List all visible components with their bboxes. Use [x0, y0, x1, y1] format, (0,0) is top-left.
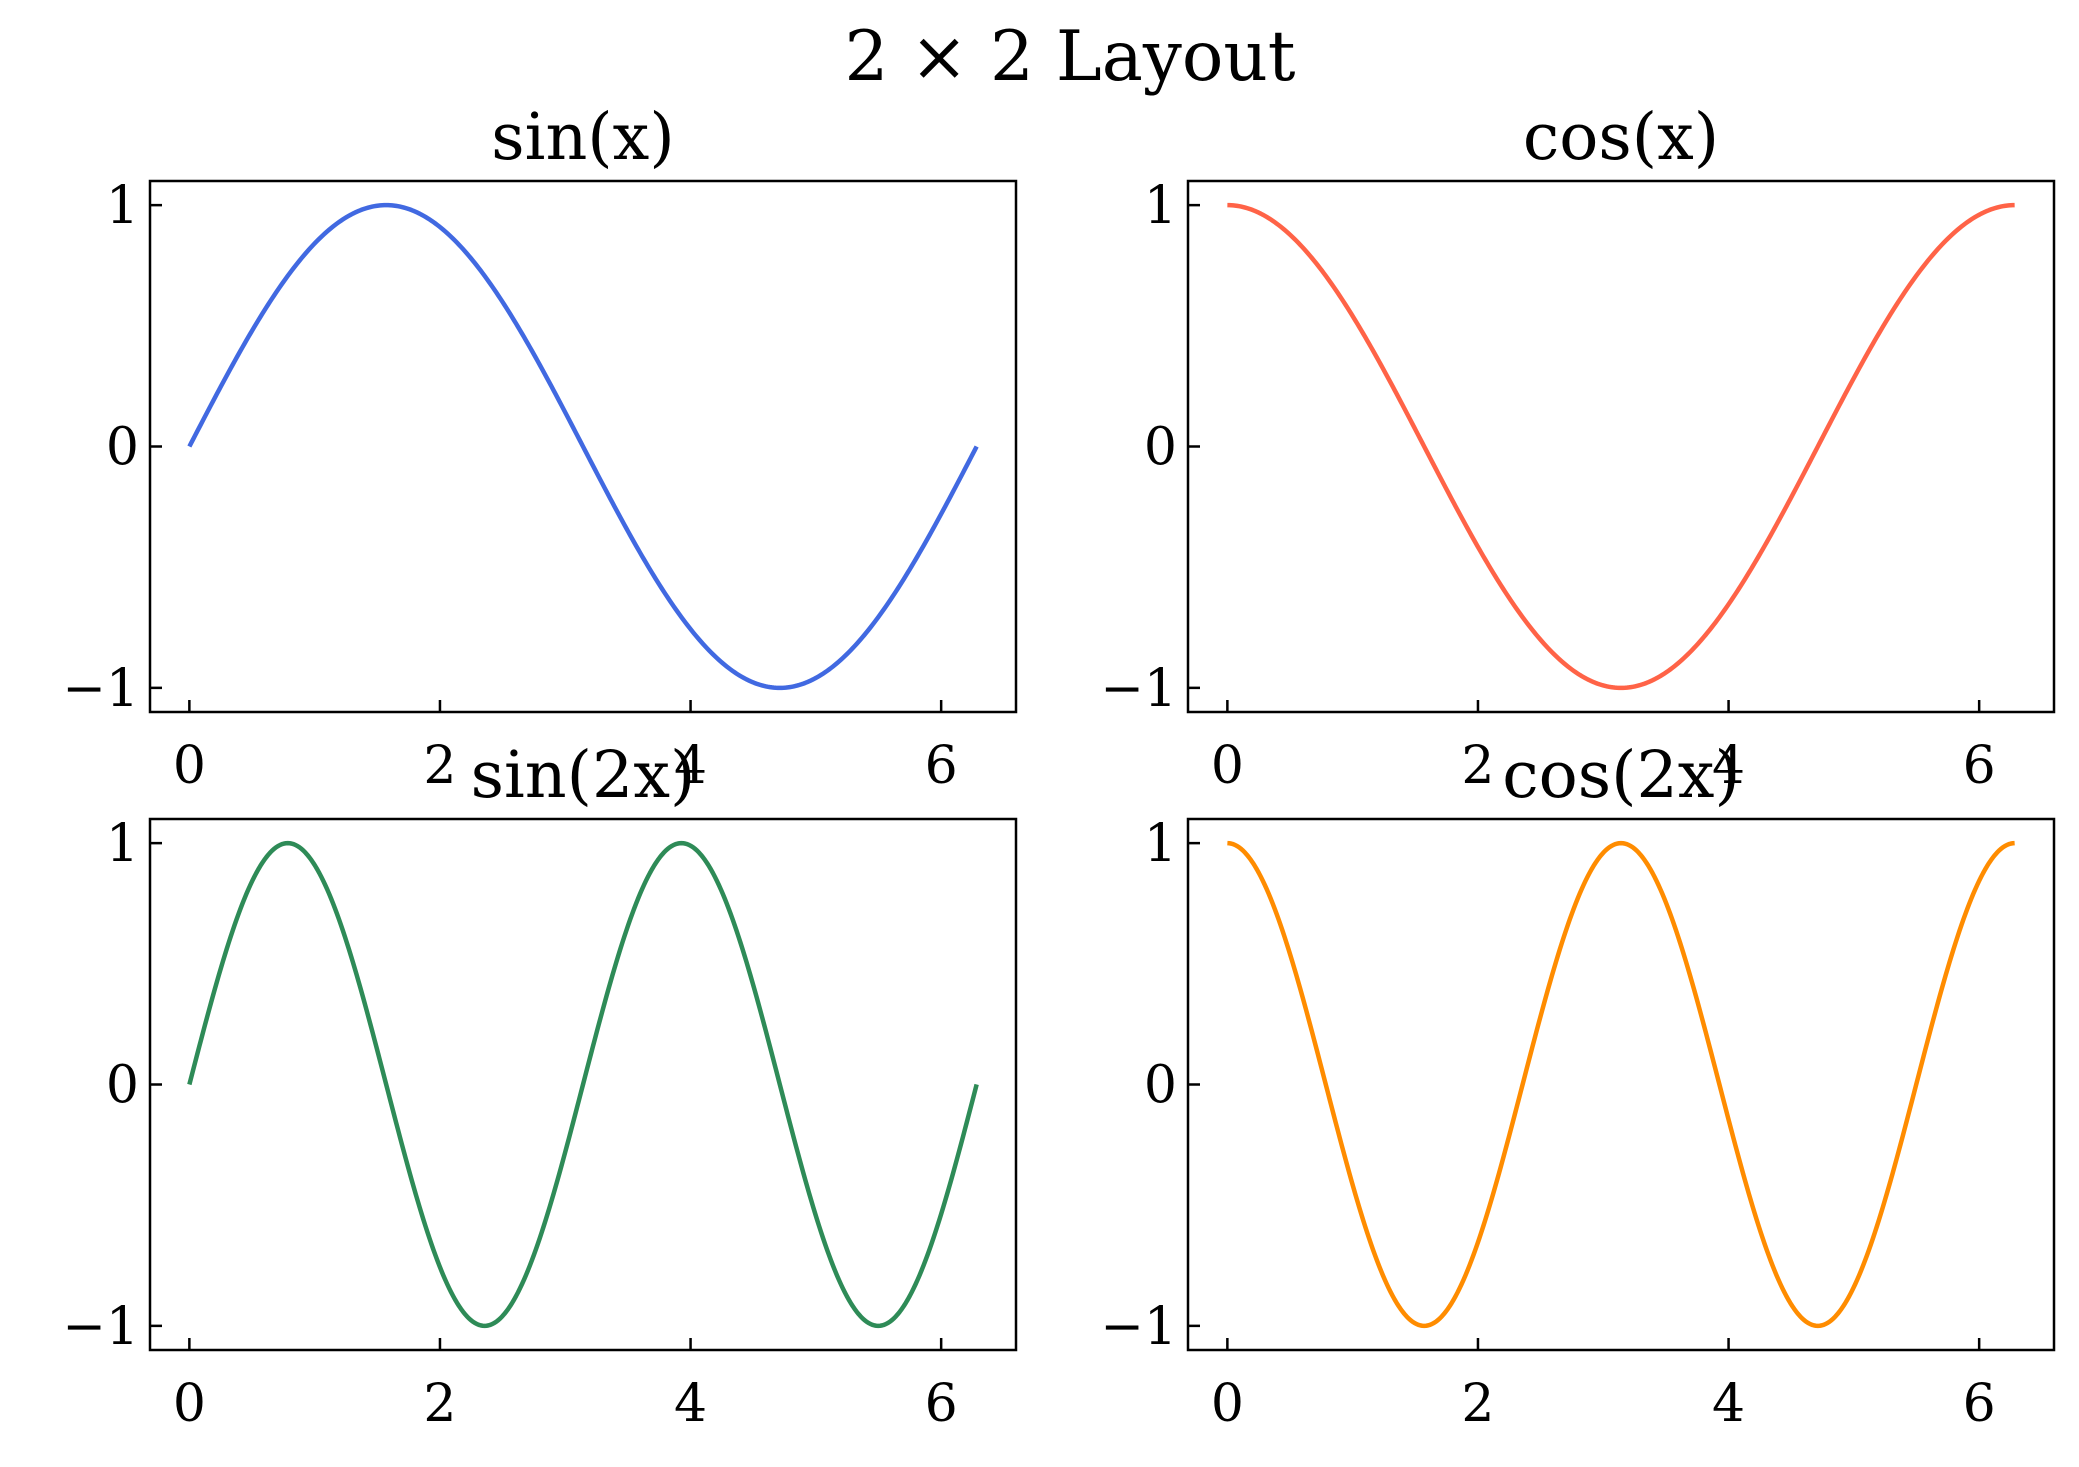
x-tick-label: 0 — [173, 1374, 206, 1434]
figure-suptitle: 2 × 2 Layout — [844, 17, 1295, 97]
x-tick-label: 4 — [674, 736, 707, 796]
x-tick-label: 0 — [1211, 736, 1244, 796]
subplot-title: cos(x) — [1523, 100, 1719, 175]
y-tick-label: −1 — [1100, 1297, 1177, 1357]
series-line-sin(x) — [187, 202, 979, 691]
x-tick-label: 6 — [925, 736, 958, 796]
subplot-title: sin(x) — [491, 100, 674, 175]
y-tick-label: 0 — [106, 1056, 139, 1116]
x-tick-label: 4 — [674, 1374, 707, 1434]
x-tick-label: 2 — [423, 736, 456, 796]
y-tick-label: 1 — [1144, 814, 1177, 874]
subplot-1: 0 2 4 6 −1 0 1 sin(x) — [62, 100, 1018, 796]
y-tick-label: −1 — [1100, 659, 1177, 719]
series-line-cos(2x) — [1227, 840, 2015, 1329]
y-tick-label: 1 — [1144, 176, 1177, 236]
x-tick-label: 6 — [925, 1374, 958, 1434]
y-tick-label: 0 — [1144, 1056, 1177, 1116]
subplot-2: 0 2 4 6 −1 0 1 cos(x) — [1100, 100, 2056, 796]
x-tick-label: 2 — [423, 1374, 456, 1434]
y-tick-label: 0 — [1144, 418, 1177, 478]
y-tick-label: 0 — [106, 418, 139, 478]
x-tick-label: 6 — [1963, 1374, 1996, 1434]
x-tick-label: 0 — [173, 736, 206, 796]
subplot-title: sin(2x) — [471, 738, 696, 813]
y-tick-label: 1 — [106, 176, 139, 236]
y-tick-label: −1 — [62, 659, 139, 719]
y-tick-label: −1 — [62, 1297, 139, 1357]
y-tick-label: 1 — [106, 814, 139, 874]
x-tick-label: 4 — [1712, 736, 1745, 796]
x-tick-label: 2 — [1461, 736, 1494, 796]
series-line-sin(2x) — [187, 840, 979, 1329]
x-tick-label: 4 — [1712, 1374, 1745, 1434]
subplot-title: cos(2x) — [1502, 738, 1740, 813]
x-tick-label: 0 — [1211, 1374, 1244, 1434]
x-tick-label: 6 — [1963, 736, 1996, 796]
series-line-cos(x) — [1227, 202, 2015, 691]
x-tick-label: 2 — [1461, 1374, 1494, 1434]
